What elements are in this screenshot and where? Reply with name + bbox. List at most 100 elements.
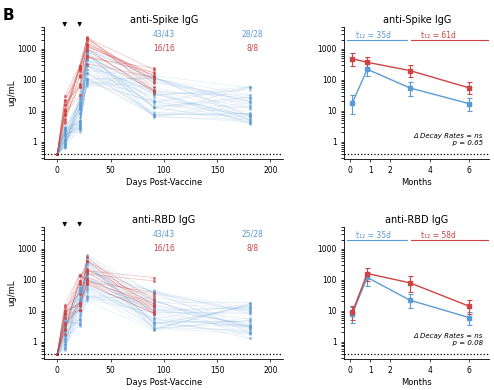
Point [53, 351, 61, 357]
Point [76, 120, 83, 126]
Point [53, 151, 61, 157]
Point [246, 110, 254, 116]
Point [83, 258, 91, 264]
Point [246, 119, 254, 125]
Point [53, 351, 61, 357]
Point [150, 320, 158, 326]
Point [246, 99, 254, 106]
Point [61, 116, 69, 122]
Title: anti-Spike IgG: anti-Spike IgG [382, 15, 451, 25]
Point [76, 290, 83, 296]
Point [76, 299, 83, 305]
Point [53, 351, 61, 357]
Point [61, 125, 69, 131]
Point [53, 351, 61, 357]
Point [61, 318, 69, 324]
Point [83, 258, 91, 264]
Point [76, 279, 83, 285]
Point [61, 101, 69, 107]
Point [246, 113, 254, 120]
Point [61, 131, 69, 138]
Point [150, 300, 158, 307]
Point [61, 335, 69, 341]
Point [53, 151, 61, 157]
Point [246, 119, 254, 125]
Point [83, 43, 91, 50]
Point [83, 252, 91, 258]
Point [53, 351, 61, 357]
Point [246, 110, 254, 116]
Text: 16/16: 16/16 [153, 243, 175, 252]
Point [246, 97, 254, 103]
Point [150, 90, 158, 96]
Point [150, 75, 158, 82]
Point [83, 76, 91, 83]
Point [61, 314, 69, 321]
Point [83, 261, 91, 268]
Point [83, 66, 91, 72]
Point [61, 124, 69, 130]
Point [61, 137, 69, 144]
Point [53, 351, 61, 357]
Point [150, 310, 158, 316]
Point [53, 351, 61, 357]
Point [61, 323, 69, 329]
Point [61, 126, 69, 132]
Point [83, 252, 91, 259]
Point [83, 268, 91, 274]
Point [61, 345, 69, 351]
Point [150, 316, 158, 322]
Point [61, 333, 69, 339]
Point [83, 271, 91, 277]
Point [246, 113, 254, 119]
Point [83, 288, 91, 294]
Point [150, 112, 158, 118]
Point [246, 323, 254, 330]
Point [76, 300, 83, 306]
Point [53, 151, 61, 157]
Text: 25/28: 25/28 [241, 230, 263, 239]
Point [150, 73, 158, 79]
Point [246, 94, 254, 100]
Point [53, 351, 61, 357]
Point [150, 90, 158, 97]
Point [76, 321, 83, 327]
Point [76, 125, 83, 131]
Point [53, 351, 61, 357]
Text: 8/8: 8/8 [246, 243, 258, 252]
Point [76, 288, 83, 294]
Point [246, 117, 254, 123]
Point [83, 44, 91, 50]
Point [150, 324, 158, 330]
Point [53, 351, 61, 357]
Point [76, 300, 83, 307]
Point [76, 106, 83, 112]
X-axis label: Days Post-Vaccine: Days Post-Vaccine [125, 378, 202, 387]
Point [246, 117, 254, 123]
Point [53, 351, 61, 357]
Point [150, 104, 158, 110]
Point [150, 92, 158, 98]
Point [83, 260, 91, 266]
Point [61, 138, 69, 144]
Point [83, 292, 91, 299]
Point [61, 307, 69, 313]
Point [61, 145, 69, 151]
Point [61, 341, 69, 347]
Point [150, 76, 158, 83]
Point [76, 298, 83, 305]
Point [76, 103, 83, 109]
Point [150, 113, 158, 120]
Point [83, 45, 91, 51]
Point [61, 142, 69, 149]
Point [76, 111, 83, 117]
Point [150, 296, 158, 302]
Point [61, 137, 69, 143]
Point [76, 306, 83, 312]
Point [61, 137, 69, 144]
Point [53, 151, 61, 157]
Point [150, 88, 158, 94]
Point [150, 311, 158, 317]
Point [83, 284, 91, 290]
Point [76, 84, 83, 90]
